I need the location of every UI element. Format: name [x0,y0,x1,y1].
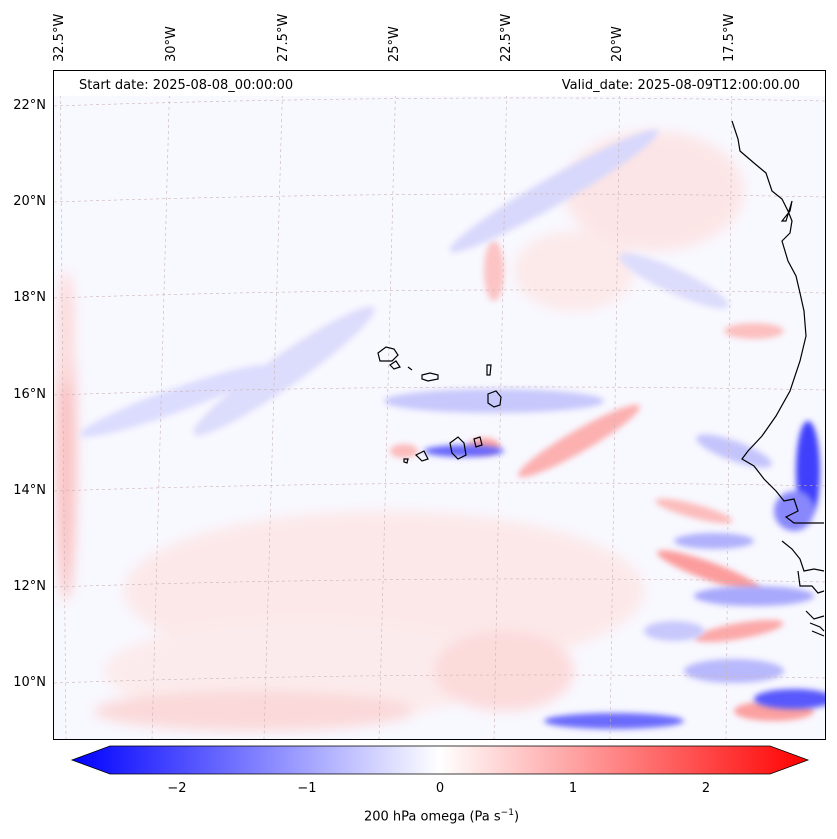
valid-date-label: Valid_date: 2025-08-09T12:00:00.00 [561,78,800,93]
lat-label: 14°N [13,483,46,498]
lon-label: 20°W [610,26,625,62]
lat-label: 16°N [13,387,46,402]
colorbar-tick: −1 [297,781,317,796]
colorbar-ramp [70,745,810,775]
positive-omega-field [56,131,744,731]
lat-label: 22°N [13,98,46,113]
colorbar-tick: 2 [701,781,711,796]
omega-field [54,71,825,739]
colorbar-tick: 1 [568,781,578,796]
colorbar-label-sup: −1 [500,808,514,818]
colorbar-tick: −2 [167,781,187,796]
map-panel [53,70,826,740]
start-date-label: Start date: 2025-08-08_00:00:00 [79,78,294,93]
negative-omega-field [79,129,825,729]
lat-label: 18°N [13,290,46,305]
coastline [377,120,825,637]
lon-label: 30°W [164,26,179,62]
lat-label: 10°N [13,675,46,690]
colorbar-tick: 0 [435,781,445,796]
lon-label: 22.5°W [499,13,514,62]
lat-label: 12°N [13,579,46,594]
colorbar-label: 200 hPa omega (Pa s−1) [0,808,837,824]
graticule [54,71,825,739]
lon-label: 32.5°W [52,13,67,62]
colorbar-label-end: ) [513,809,520,825]
lat-label: 20°N [13,194,46,209]
colorbar [70,745,810,775]
lon-label: 27.5°W [276,13,291,62]
header-band [54,71,825,96]
colorbar-label-main: 200 hPa omega (Pa s [363,809,501,825]
lon-label: 17.5°W [722,13,737,62]
lon-label: 25°W [387,26,402,62]
